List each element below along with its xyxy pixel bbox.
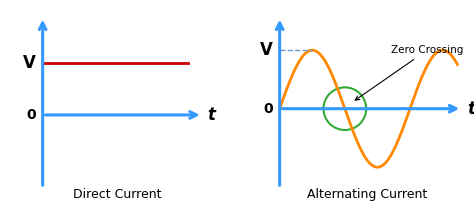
Text: V: V [260,41,273,59]
Text: Direct Current: Direct Current [73,188,162,201]
Text: t: t [467,100,474,118]
Text: V: V [23,54,36,72]
Text: 0: 0 [27,108,36,122]
Text: t: t [207,106,215,124]
Text: Zero Crossing: Zero Crossing [355,45,464,100]
Text: Alternating Current: Alternating Current [307,188,428,201]
Text: 0: 0 [263,102,273,116]
